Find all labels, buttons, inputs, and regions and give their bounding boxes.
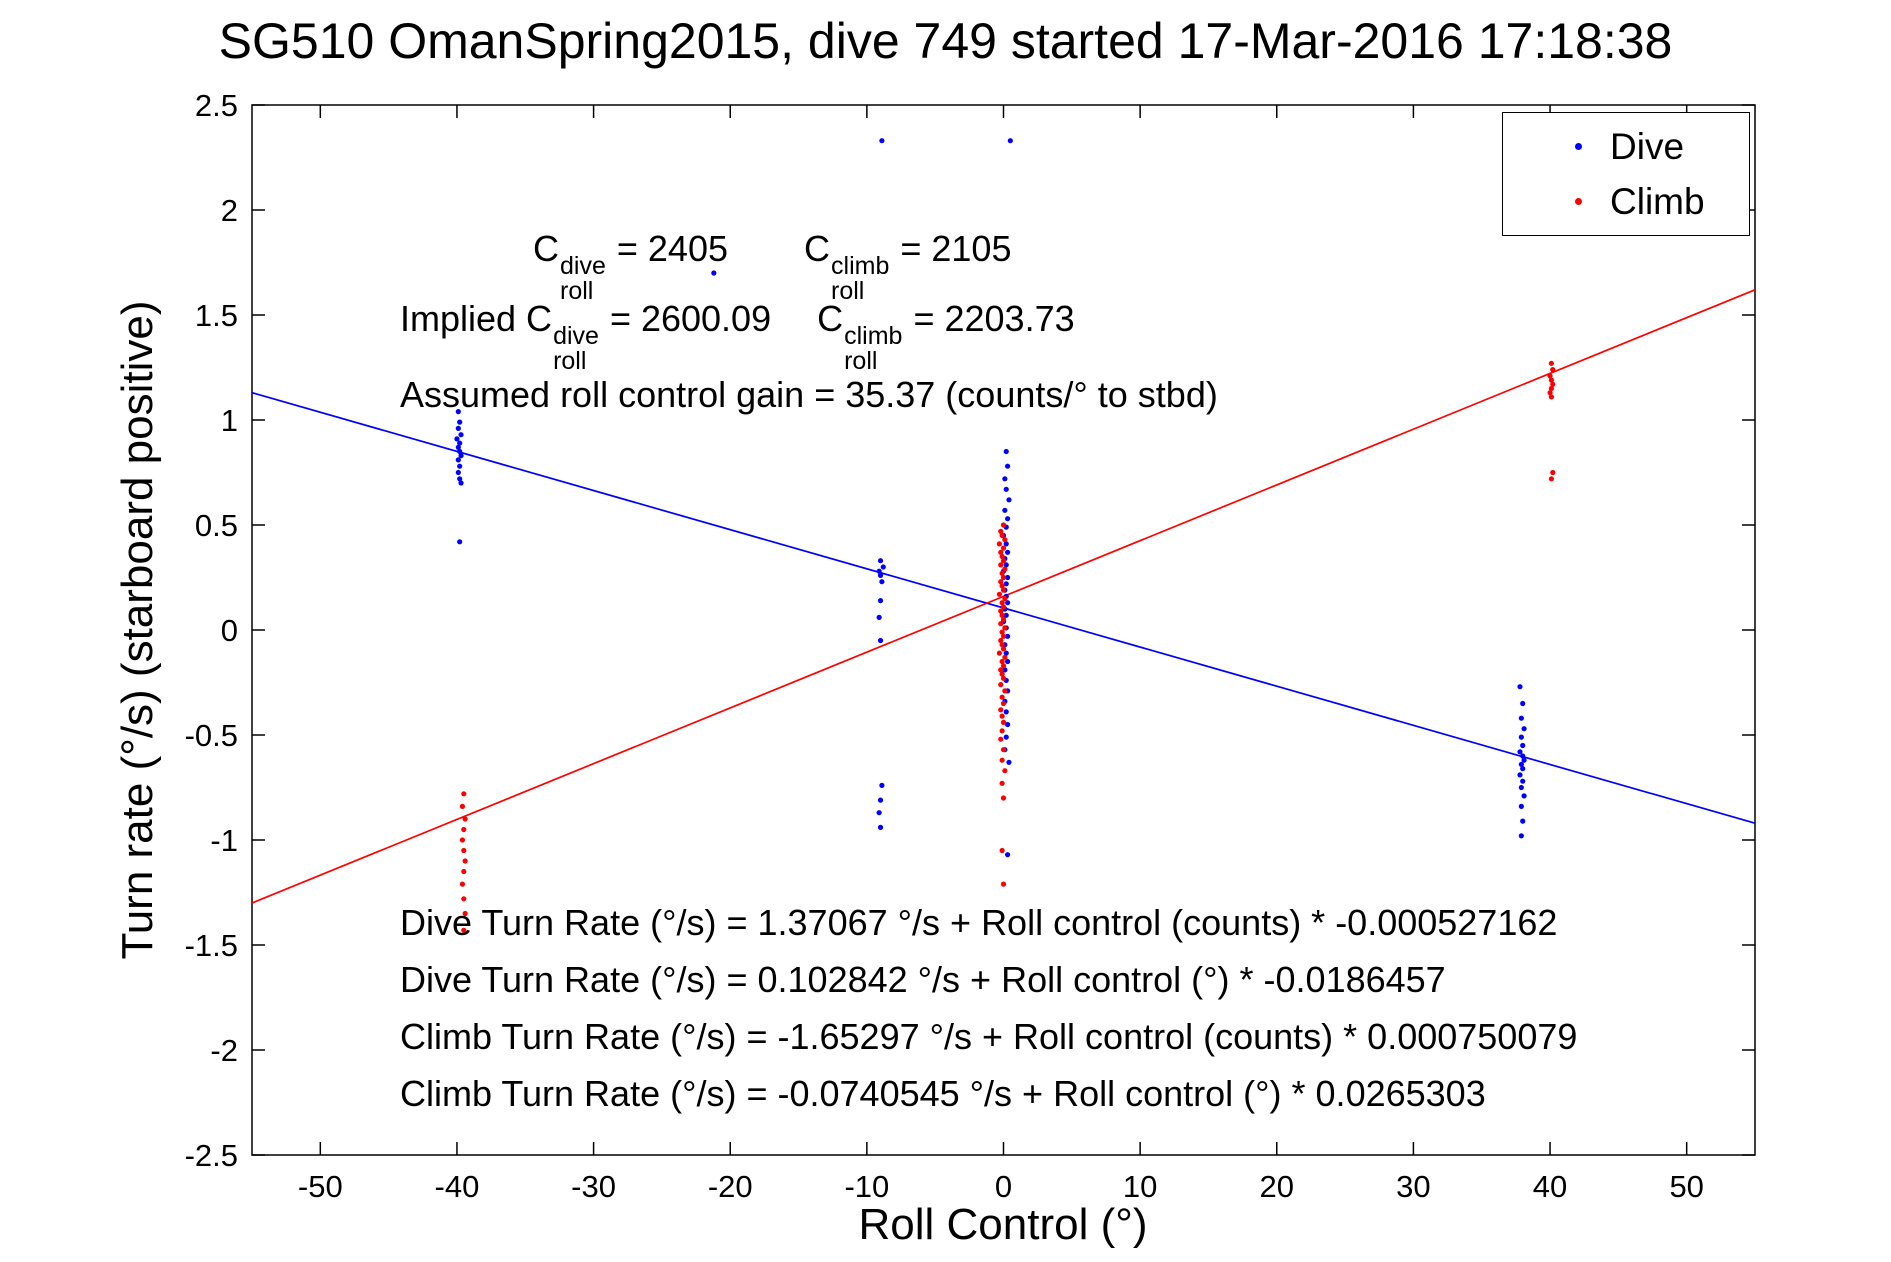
- y-axis-label: Turn rate (°/s) (starboard positive): [113, 300, 162, 960]
- fit-equation-dive-counts: Dive Turn Rate (°/s) = 1.37067 °/s + Rol…: [400, 902, 1558, 943]
- dive-marker-icon: [1575, 143, 1582, 150]
- croll-subscript: roll: [844, 347, 878, 375]
- y-tick-label: -2.5: [185, 1138, 238, 1173]
- croll-symbol: C: [817, 298, 844, 339]
- croll-subscript: roll: [560, 277, 594, 305]
- implied-dive-eq: = 2600.09: [609, 298, 772, 339]
- fit-equation-dive-degrees: Dive Turn Rate (°/s) = 0.102842 °/s + Ro…: [400, 959, 1446, 1000]
- x-tick-label: 50: [1669, 1169, 1703, 1204]
- x-tick-label: 40: [1533, 1169, 1567, 1204]
- legend-item-dive: Dive: [1575, 126, 1749, 168]
- legend-item-climb: Climb: [1575, 181, 1749, 223]
- x-tick-label: 10: [1123, 1169, 1157, 1204]
- y-tick-label: -2: [210, 1033, 238, 1068]
- y-tick-label: 2: [221, 193, 238, 228]
- legend-label-climb: Climb: [1610, 180, 1705, 222]
- implied-climb-eq: = 2203.73: [913, 298, 1075, 339]
- fit-equation-climb-degrees: Climb Turn Rate (°/s) = -0.0740545 °/s +…: [400, 1073, 1486, 1114]
- legend-label-dive: Dive: [1610, 125, 1685, 167]
- x-tick-label: -50: [298, 1169, 343, 1204]
- croll-climb-eq: = 2105: [900, 228, 1012, 269]
- roll-gain-note: Assumed roll control gain = 35.37 (count…: [400, 374, 1218, 415]
- croll-superscript: dive: [553, 322, 599, 350]
- x-tick-label: 20: [1260, 1169, 1294, 1204]
- x-tick-label: -20: [708, 1169, 753, 1204]
- croll-symbol: C: [533, 228, 559, 269]
- y-tick-label: 1.5: [195, 298, 238, 333]
- y-tick-label: -1.5: [185, 928, 238, 963]
- x-tick-label: -40: [435, 1169, 480, 1204]
- fit-equation-climb-counts: Climb Turn Rate (°/s) = -1.65297 °/s + R…: [400, 1016, 1578, 1057]
- croll-superscript: dive: [560, 252, 606, 280]
- croll-superscript: climb: [831, 252, 890, 280]
- croll-subscript: roll: [831, 277, 865, 305]
- croll-symbol: C: [804, 228, 831, 269]
- y-tick-label: 1: [221, 403, 238, 438]
- x-axis-label: Roll Control (°): [858, 1200, 1148, 1249]
- fit-equations: Dive Turn Rate (°/s) = 1.37067 °/s + Rol…: [400, 894, 1577, 1122]
- y-tick-label: -0.5: [185, 718, 238, 753]
- x-tick-label: 30: [1396, 1169, 1430, 1204]
- figure-title: SG510 OmanSpring2015, dive 749 started 1…: [218, 13, 1673, 69]
- climb-marker-icon: [1575, 198, 1582, 205]
- x-tick-label: -30: [571, 1169, 616, 1204]
- implied-prefix: Implied C: [400, 298, 553, 339]
- legend: Dive Climb: [1502, 112, 1750, 236]
- croll-dive-eq: = 2405: [616, 228, 728, 269]
- x-tick-label: -10: [844, 1169, 889, 1204]
- axes-box: -50 -40 -30 -20 -10 0 10 20 30 40 50-2.5-2-1.5-1-0…: [185, 88, 1756, 1204]
- y-tick-label: 0: [221, 613, 238, 648]
- points-climb: [459, 360, 1556, 933]
- croll-superscript: climb: [844, 322, 903, 350]
- x-tick-label: 0: [995, 1169, 1012, 1204]
- y-tick-label: -1: [210, 823, 238, 858]
- y-tick-label: 2.5: [195, 88, 238, 123]
- points-dive: [454, 138, 1527, 858]
- croll-subscript: roll: [553, 347, 587, 375]
- y-tick-label: 0.5: [195, 508, 238, 543]
